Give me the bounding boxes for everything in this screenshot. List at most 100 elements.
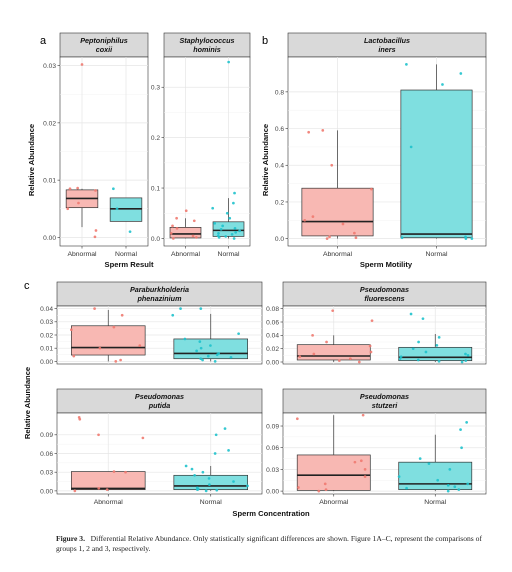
data-point: [219, 228, 223, 231]
data-point: [124, 470, 127, 474]
box-abnormal: [70, 325, 146, 356]
data-point: [227, 449, 230, 452]
facet-title-line: Peptoniphilus: [80, 36, 128, 45]
data-point: [370, 187, 373, 191]
data-point: [213, 221, 217, 225]
facet-strip: [282, 281, 487, 307]
data-point: [80, 63, 84, 66]
y-tick-label: 0.09: [40, 432, 53, 439]
data-point: [217, 352, 220, 355]
data-point: [175, 216, 178, 220]
data-point: [120, 313, 124, 317]
data-point: [112, 187, 115, 191]
y-tick-label: 0.2: [275, 199, 284, 206]
data-point: [459, 72, 463, 75]
facet-title-line: stutzeri: [372, 401, 399, 410]
data-point: [195, 486, 199, 490]
panel-letter-b: b: [262, 35, 268, 47]
data-point: [416, 358, 420, 362]
data-point: [298, 355, 302, 359]
y-tick-label: 0.00: [266, 359, 279, 366]
data-point: [234, 231, 238, 234]
data-point: [73, 489, 77, 493]
data-point: [464, 235, 467, 239]
data-point: [353, 231, 356, 235]
y-tick-label: 0.03: [43, 63, 56, 70]
data-point: [424, 350, 428, 354]
data-point: [464, 352, 467, 356]
facet-strip: [56, 281, 263, 307]
data-point: [448, 468, 452, 471]
data-point: [421, 317, 425, 321]
data-point: [331, 309, 335, 313]
data-point: [112, 470, 116, 473]
data-point: [171, 224, 174, 228]
data-point: [325, 340, 328, 344]
box-abnormal: [169, 227, 202, 239]
data-point: [368, 344, 372, 348]
data-point: [460, 446, 463, 450]
data-point: [409, 312, 413, 316]
y-tick-label: 0.00: [40, 488, 53, 495]
data-point: [141, 436, 145, 440]
data-point: [237, 332, 240, 336]
data-point: [446, 489, 450, 493]
panel-letter-c: c: [24, 280, 30, 292]
data-point: [466, 353, 470, 357]
data-point: [311, 215, 315, 218]
data-point: [232, 201, 235, 205]
data-point: [227, 60, 230, 64]
box-normal: [398, 461, 473, 491]
data-point: [232, 480, 235, 483]
facet-strip: [163, 32, 251, 58]
x-tick-label: Normal: [218, 251, 240, 258]
data-point: [171, 313, 175, 317]
data-point: [399, 355, 403, 359]
y-tick-label: 0.06: [40, 451, 53, 458]
data-point: [105, 488, 109, 491]
data-point: [409, 145, 413, 149]
y-tick-label: 0.08: [266, 306, 279, 313]
data-point: [323, 482, 327, 486]
data-point: [417, 340, 420, 344]
data-point: [330, 163, 334, 167]
data-point: [119, 358, 122, 362]
data-point: [94, 189, 97, 192]
data-point: [437, 335, 441, 339]
figure-caption: Figure 3. Differential Relative Abundanc…: [56, 534, 488, 554]
facet-title-line: Staphylococcus: [179, 36, 234, 45]
c-y-axis-label: Relative Abundance: [23, 367, 32, 439]
data-point: [363, 468, 367, 471]
y-tick-label: 0.1: [151, 185, 160, 192]
data-point: [94, 229, 98, 232]
data-point: [465, 421, 468, 424]
y-tick-label: 0.01: [43, 178, 56, 185]
data-point: [93, 307, 96, 310]
data-point: [453, 485, 457, 489]
facet-title-line: phenazinium: [137, 294, 183, 303]
y-tick-label: 0.0: [151, 236, 160, 243]
data-point: [230, 233, 234, 236]
data-point: [72, 354, 76, 358]
panel-letter-a: a: [40, 35, 47, 47]
data-point: [206, 354, 210, 358]
data-point: [201, 470, 205, 474]
facet-title-line: putida: [148, 401, 171, 410]
x-tick-label: Abnormal: [67, 251, 97, 258]
y-tick-label: 0.00: [266, 489, 279, 496]
y-tick-label: 0.00: [43, 235, 56, 242]
data-point: [68, 187, 72, 191]
data-point: [464, 359, 468, 363]
data-point: [224, 235, 228, 238]
data-point: [357, 360, 361, 364]
facet-title-line: Pseudomonas: [360, 285, 409, 294]
data-point: [446, 483, 450, 487]
box-normal: [173, 338, 249, 360]
data-point: [328, 235, 331, 239]
data-point: [349, 357, 352, 361]
data-point: [317, 489, 321, 493]
